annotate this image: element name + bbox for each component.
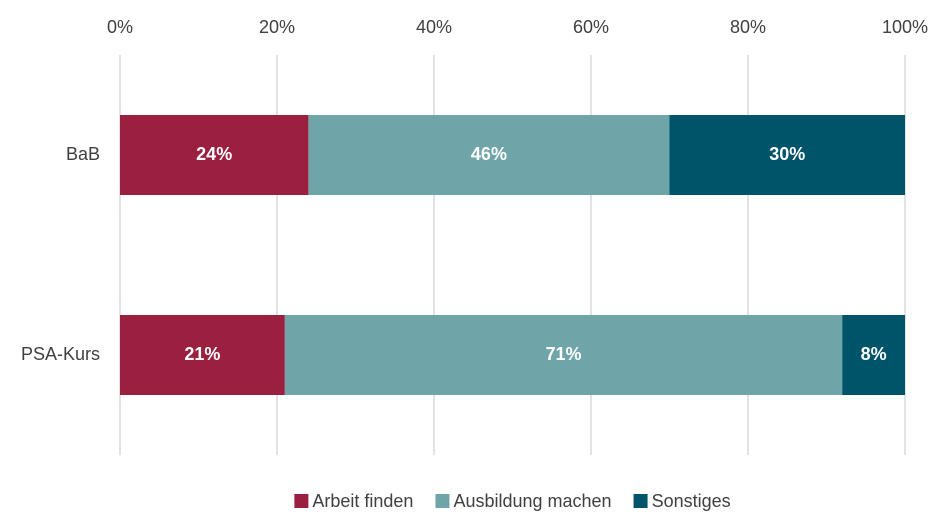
legend-swatch [294, 494, 309, 508]
value-label: 21% [184, 344, 220, 364]
value-label: 71% [546, 344, 582, 364]
y-tick-label: BaB [66, 144, 100, 164]
x-tick-label: 80% [730, 17, 766, 37]
legend-label: Arbeit finden [312, 491, 413, 511]
value-label: 46% [471, 144, 507, 164]
bar-segment [120, 115, 309, 195]
value-label: 8% [861, 344, 887, 364]
x-tick-label: 60% [573, 17, 609, 37]
bar-segment [308, 115, 670, 195]
value-label: 24% [196, 144, 232, 164]
value-label: 30% [769, 144, 805, 164]
legend-label: Sonstiges [652, 491, 731, 511]
x-tick-label: 20% [259, 17, 295, 37]
bar-segment [842, 315, 905, 395]
x-tick-label: 100% [882, 17, 928, 37]
x-tick-label: 40% [416, 17, 452, 37]
legend-swatch [435, 494, 450, 508]
bar-segment [284, 315, 843, 395]
bar-segment [120, 315, 285, 395]
y-tick-label: PSA-Kurs [21, 344, 100, 364]
x-tick-label: 0% [107, 17, 133, 37]
legend-label: Ausbildung machen [453, 491, 611, 511]
legend-swatch [633, 494, 648, 508]
bar-segment [669, 115, 905, 195]
